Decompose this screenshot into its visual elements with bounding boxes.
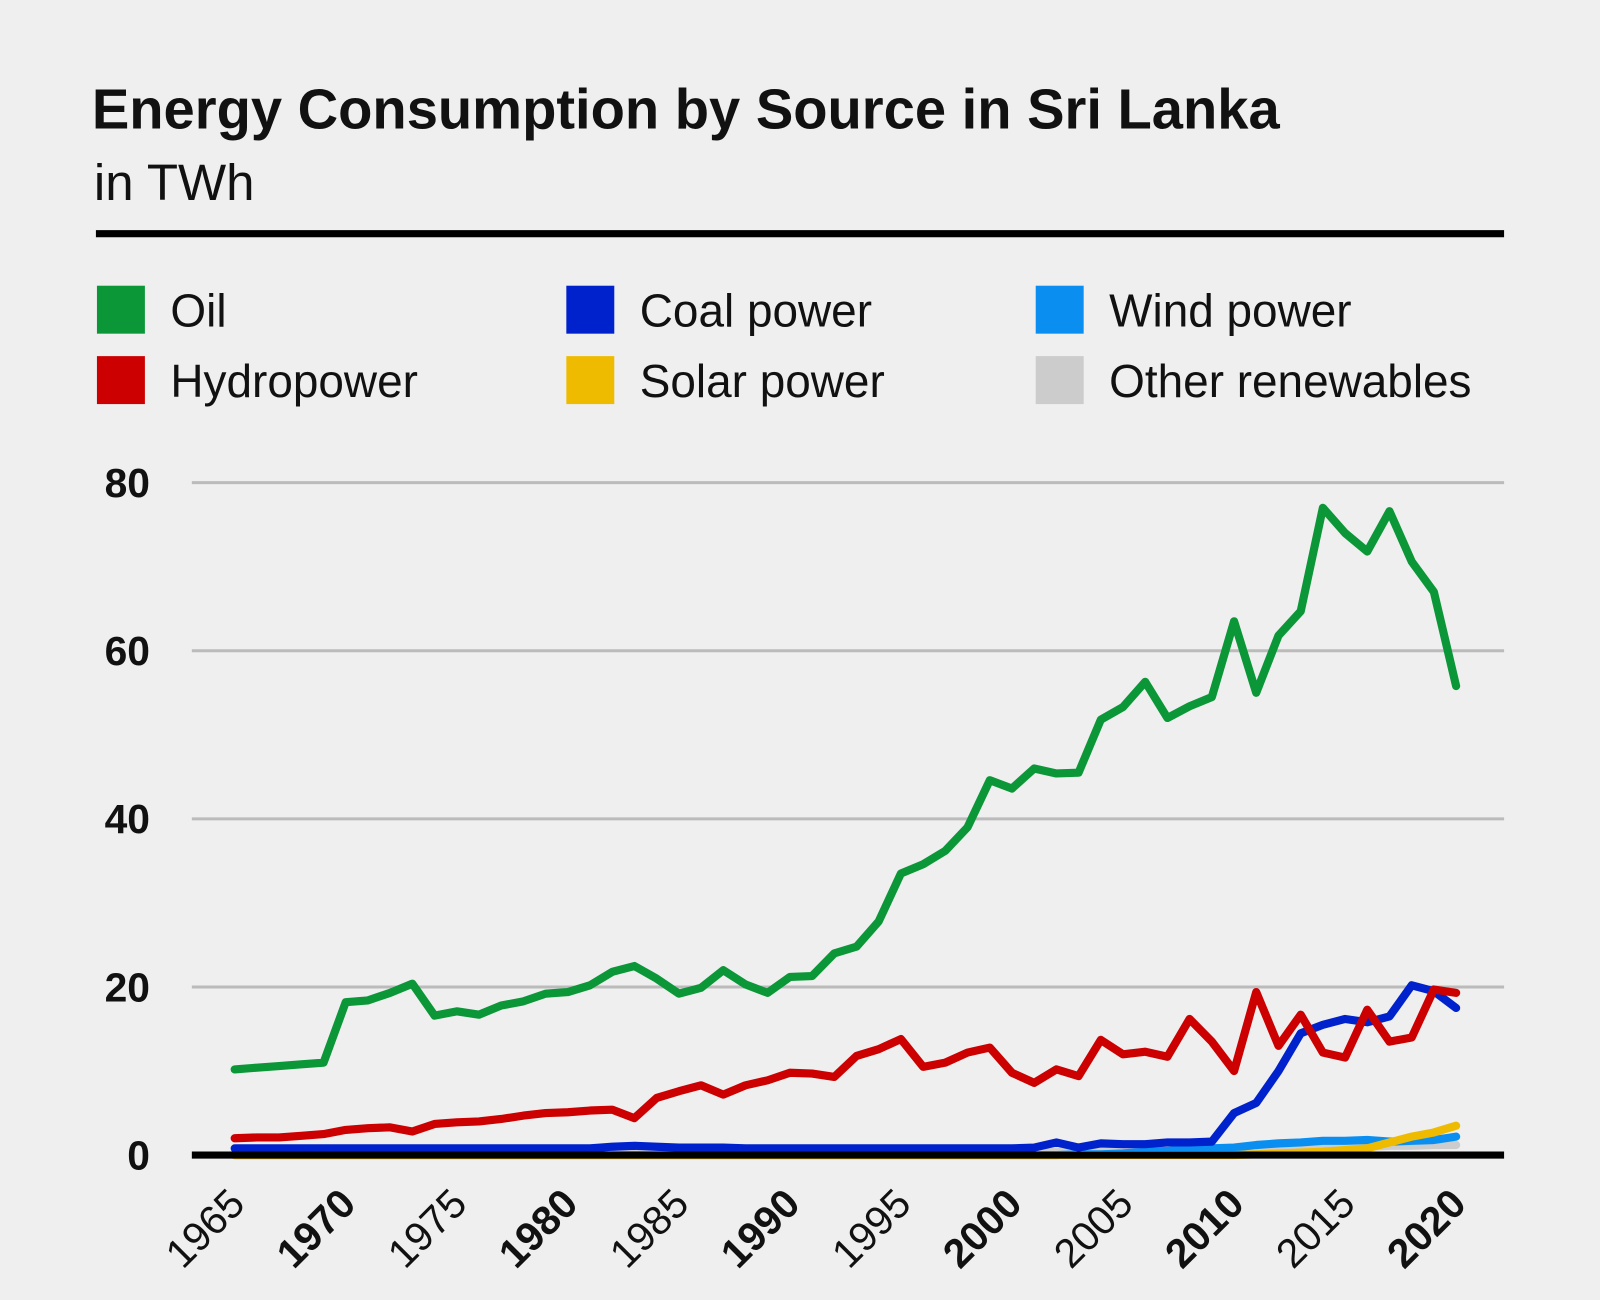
y-tick-label: 60 [105, 628, 150, 674]
legend-label: Solar power [640, 355, 885, 407]
legend-swatch [96, 285, 145, 334]
legend-label: Coal power [640, 285, 872, 337]
y-tick-label: 80 [105, 460, 150, 506]
series-line [230, 985, 1461, 1143]
chart-subtitle: in TWh [94, 154, 255, 211]
legend-swatch [96, 356, 145, 405]
legend-swatch [1035, 356, 1084, 405]
chart-title: Energy Consumption by Source in Sri Lank… [92, 78, 1281, 141]
legend-swatch [566, 356, 615, 405]
series-line [230, 503, 1461, 1074]
series-line [230, 981, 1461, 1153]
legend: Oil Hydropower Coal power Solar power Wind p… [96, 285, 1472, 407]
legend-label: Oil [170, 285, 226, 337]
legend-label: Wind power [1109, 285, 1351, 337]
legend-swatch [1035, 285, 1084, 334]
y-tick-label: 0 [127, 1132, 150, 1178]
legend-label: Other renewables [1109, 355, 1471, 407]
y-tick-label: 40 [105, 796, 150, 842]
legend-label: Hydropower [170, 355, 417, 407]
y-tick-label: 20 [105, 964, 150, 1010]
legend-swatch [566, 285, 615, 334]
